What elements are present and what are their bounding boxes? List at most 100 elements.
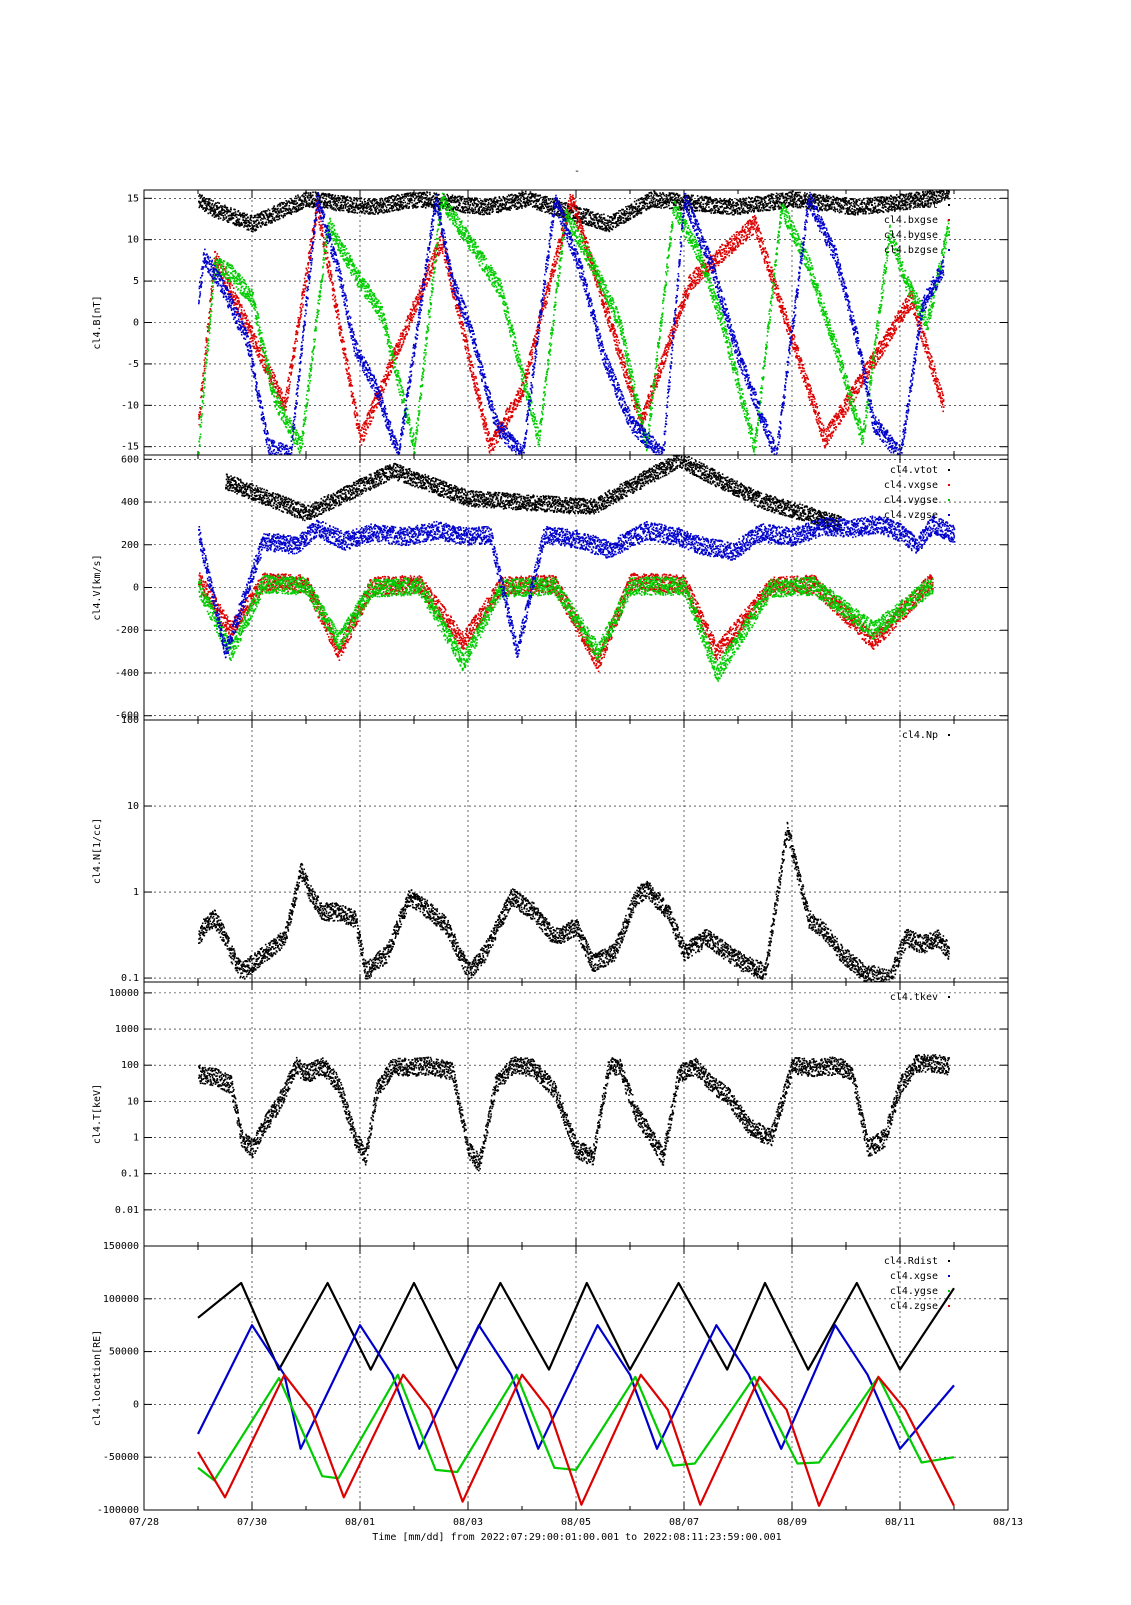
data-point (261, 218, 263, 220)
data-point (840, 200, 842, 202)
data-point (643, 201, 645, 203)
data-point (863, 213, 865, 215)
data-point (294, 198, 296, 200)
data-point (588, 225, 590, 227)
data-point (220, 212, 222, 214)
data-point (224, 214, 226, 216)
data-point (468, 208, 470, 210)
data-point (762, 198, 764, 200)
data-point (261, 360, 263, 362)
data-point (312, 192, 314, 194)
data-point (680, 197, 682, 199)
data-point (258, 221, 260, 223)
data-point (794, 199, 796, 201)
data-point (835, 209, 837, 211)
data-point (920, 196, 922, 198)
data-point (210, 200, 212, 202)
data-point (285, 203, 287, 205)
data-point (833, 204, 835, 206)
data-point (343, 210, 345, 212)
data-point (483, 210, 485, 212)
data-point (201, 195, 203, 197)
data-point (247, 216, 249, 218)
data-point (249, 322, 251, 324)
data-point (922, 191, 924, 193)
data-point (272, 216, 274, 218)
data-point (347, 196, 349, 198)
data-point (822, 209, 824, 211)
data-point (280, 204, 282, 206)
data-point (736, 205, 738, 207)
data-point (339, 210, 341, 212)
data-point (883, 207, 885, 209)
data-point (770, 207, 772, 209)
data-point (756, 208, 758, 210)
data-point (629, 209, 631, 211)
data-point (621, 222, 623, 224)
data-point (451, 198, 453, 200)
data-point (775, 206, 777, 208)
data-point (266, 224, 268, 226)
data-point (352, 212, 354, 214)
data-point (649, 202, 651, 204)
data-point (877, 212, 879, 214)
data-point (863, 198, 865, 200)
data-point (865, 211, 867, 213)
data-point (472, 212, 474, 214)
data-point (275, 208, 277, 210)
data-point (379, 211, 381, 213)
data-point (289, 205, 291, 207)
data-point (761, 207, 763, 209)
data-point (241, 306, 243, 308)
data-point (758, 211, 760, 213)
data-point (203, 379, 205, 381)
data-point (368, 202, 370, 204)
data-point (206, 342, 208, 344)
data-point (806, 193, 808, 195)
data-point (336, 200, 338, 202)
data-point (374, 213, 376, 215)
data-point (859, 199, 861, 201)
data-point (595, 216, 597, 218)
data-point (326, 198, 328, 200)
data-point (229, 290, 231, 292)
data-point (698, 200, 700, 202)
data-point (936, 196, 938, 198)
data-point (706, 202, 708, 204)
data-point (229, 287, 231, 289)
data-point (768, 196, 770, 198)
data-point (367, 210, 369, 212)
data-point (427, 192, 429, 194)
data-point (424, 204, 426, 206)
data-point (368, 199, 370, 201)
data-point (295, 200, 297, 202)
data-point (618, 212, 620, 214)
data-point (580, 208, 582, 210)
data-point (399, 209, 401, 211)
data-point (793, 206, 795, 208)
data-point (327, 205, 329, 207)
data-point (846, 204, 848, 206)
data-point (935, 188, 937, 190)
data-point (284, 213, 286, 215)
data-point (632, 209, 634, 211)
data-point (708, 199, 710, 201)
data-point (727, 211, 729, 213)
data-point (430, 199, 432, 201)
data-point (546, 196, 548, 198)
data-point (274, 217, 276, 219)
data-point (851, 208, 853, 210)
data-point (399, 197, 401, 199)
data-point (212, 203, 214, 205)
data-point (846, 201, 848, 203)
data-point (413, 192, 415, 194)
data-point (557, 211, 559, 213)
data-point (864, 203, 866, 205)
data-point (217, 253, 219, 255)
data-point (775, 208, 777, 210)
data-point (849, 206, 851, 208)
data-point (858, 211, 860, 213)
data-point (948, 186, 950, 188)
data-point (741, 206, 743, 208)
data-point (749, 197, 751, 199)
